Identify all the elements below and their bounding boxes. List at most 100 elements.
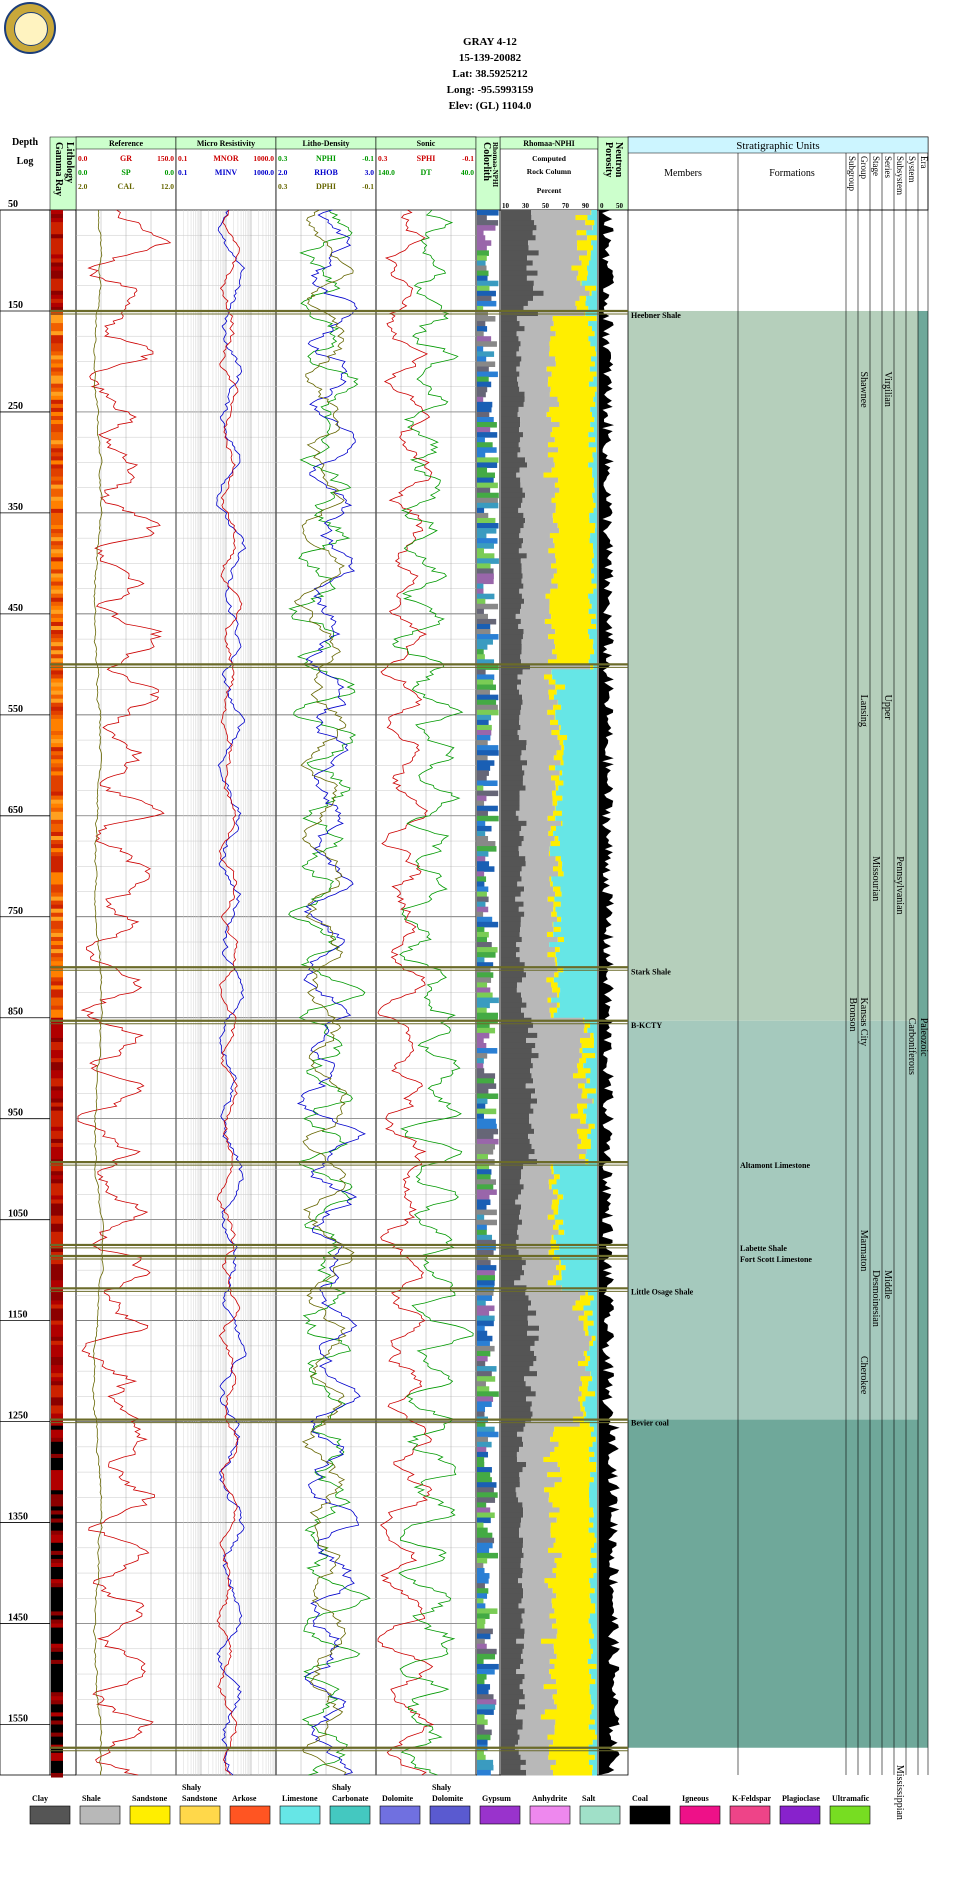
gamma-strip-segment <box>51 1425 63 1431</box>
rock-segment <box>581 1093 588 1100</box>
gamma-strip-segment <box>51 573 63 579</box>
rock-segment <box>501 1578 519 1584</box>
strat-vertical-label-6: Kansas City <box>858 998 869 1047</box>
rock-segment <box>537 1032 591 1039</box>
rock-segment <box>518 846 550 852</box>
rock-segment <box>551 790 556 797</box>
gamma-strip-segment <box>51 561 63 566</box>
rock-segment <box>553 457 594 463</box>
rock-segment <box>590 1547 597 1554</box>
strat-col-subsystem: Subsystem <box>895 156 905 195</box>
rock-segment <box>546 411 592 418</box>
rock-segment <box>501 220 535 226</box>
colorlith-segment <box>477 1093 499 1100</box>
rock-segment <box>591 578 597 585</box>
gamma-strip-segment <box>51 1445 63 1451</box>
rock-segment <box>589 1613 597 1619</box>
rock-segment <box>501 457 526 463</box>
gamma-strip-segment <box>51 246 63 251</box>
rock-segment <box>593 1704 597 1710</box>
rock-segment <box>533 1022 585 1029</box>
rock-segment <box>588 1123 595 1130</box>
ref-curve-left-1: 0.0 <box>78 168 88 177</box>
gamma-strip-segment <box>51 1320 63 1326</box>
colorlith-segment <box>477 1668 495 1675</box>
rock-segment <box>555 629 588 635</box>
rock-segment <box>501 270 538 277</box>
colorlith-segment <box>477 321 486 327</box>
strat-title: Stratigraphic Units <box>736 140 819 152</box>
colorlith-segment <box>477 977 492 983</box>
colorlith-segment <box>477 1613 490 1619</box>
colorlith-segment <box>477 866 495 872</box>
rock-segment <box>523 1507 560 1513</box>
gamma-strip-segment <box>51 428 63 433</box>
rock-segment <box>562 770 597 776</box>
rock-segment <box>562 820 597 827</box>
rock-segment <box>501 255 528 261</box>
colorlith-segment <box>477 1138 499 1145</box>
colorlith-segment <box>477 1224 487 1231</box>
rock-segment <box>501 765 523 771</box>
rock-segment <box>533 285 586 292</box>
gamma-strip-segment <box>51 1409 63 1415</box>
colorlith-segment <box>477 709 499 716</box>
gamma-strip-segment <box>51 1659 63 1665</box>
rock-segment <box>501 543 522 549</box>
gamma-strip-segment <box>51 1223 63 1229</box>
gamma-strip-segment <box>51 395 63 401</box>
rock-segment <box>531 1093 582 1100</box>
gamma-strip-segment <box>51 1098 63 1104</box>
dphi-curve <box>294 209 355 1776</box>
rock-segment <box>556 1562 592 1569</box>
rock-segment <box>528 1295 581 1301</box>
rock-segment <box>522 977 547 983</box>
rock-segment <box>501 805 520 812</box>
colorlith-segment <box>477 608 484 615</box>
rock-segment <box>548 679 556 686</box>
gamma-strip-segment <box>51 222 63 227</box>
rock-segment <box>561 891 597 898</box>
rock-segment <box>524 396 558 403</box>
gamma-strip-segment <box>51 1227 63 1233</box>
rock-segment <box>553 1739 593 1746</box>
colorlith-segment <box>477 1330 488 1337</box>
rock-segment <box>589 1345 597 1352</box>
rock-segment <box>548 765 556 771</box>
rock-segment <box>526 1769 554 1776</box>
rock-segment <box>517 881 551 887</box>
rock-segment <box>575 300 586 307</box>
rock-segment <box>551 982 558 988</box>
rock-segment <box>501 608 521 615</box>
gamma-strip-segment <box>51 605 63 611</box>
gamma-strip-segment <box>51 973 63 978</box>
rock-segment <box>501 1078 534 1084</box>
rock-segment <box>560 1260 597 1266</box>
colorlith-segment <box>477 750 499 756</box>
gamma-strip-segment <box>51 609 63 615</box>
strat-col-group: Group <box>859 156 869 179</box>
rock-segment <box>553 1164 597 1170</box>
rock-segment <box>501 916 521 923</box>
rock-segment <box>519 1477 562 1483</box>
rock-segment <box>501 785 526 792</box>
rock-segment <box>534 1128 578 1135</box>
colorlith-segment <box>477 447 497 453</box>
colorlith-segment <box>477 245 487 251</box>
rock-segment <box>557 583 597 590</box>
rock-segment <box>521 593 546 600</box>
gamma-strip-segment <box>51 1251 63 1257</box>
colorlith-segment <box>477 1032 490 1039</box>
rock-segment <box>521 1517 557 1524</box>
rock-segment <box>555 785 559 792</box>
colorlith-segment <box>477 523 499 529</box>
colorlith-segment <box>477 270 489 277</box>
rock-segment <box>501 467 520 474</box>
gamma-strip-segment <box>51 1619 63 1625</box>
rock-segment <box>501 634 523 640</box>
rock-segment <box>596 623 597 630</box>
rock-segment <box>580 1401 583 1407</box>
rock-segment <box>501 815 519 822</box>
rock-segment <box>557 1628 593 1635</box>
rock-segment <box>501 452 518 458</box>
